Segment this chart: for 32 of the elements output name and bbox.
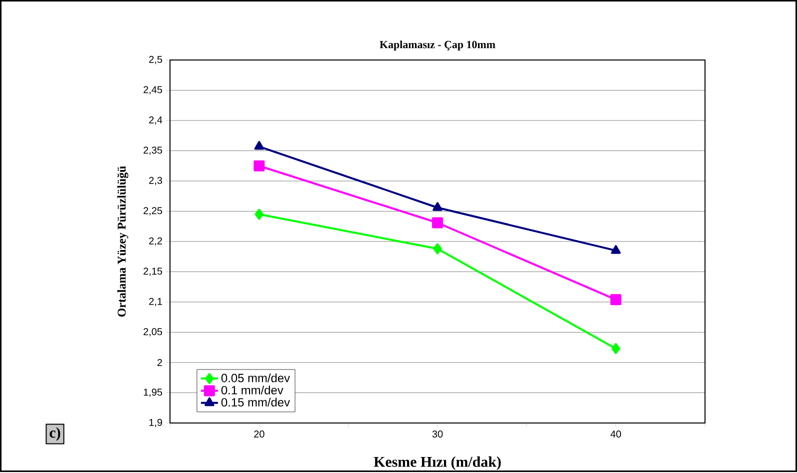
y-tick-label: 2,05 <box>144 328 162 336</box>
chart-title: Kaplamasız - Çap 10mm <box>380 40 496 50</box>
y-tick-label: 2,15 <box>144 267 162 276</box>
point <box>433 243 442 254</box>
y-tick-label: 1,9 <box>149 418 162 427</box>
point <box>432 217 444 228</box>
point <box>254 140 264 150</box>
point <box>610 294 622 305</box>
y-tick-label: 2,3 <box>149 176 162 185</box>
x-tick-label: 20 <box>254 430 264 438</box>
y-axis-title: Ortalama Yüzey Pürüzlülüğü <box>117 166 128 316</box>
y-tick-label: 1,95 <box>144 388 162 397</box>
point <box>611 342 620 354</box>
point <box>254 208 264 220</box>
x-axis-title: Kesme Hızı (m/dak) <box>374 456 501 470</box>
y-tick-label: 2,25 <box>144 206 162 216</box>
point <box>254 160 265 172</box>
x-tick-label: 40 <box>610 430 621 438</box>
y-tick-label: 2 <box>157 358 162 366</box>
y-tick-label: 2,1 <box>149 298 162 306</box>
point <box>432 202 442 211</box>
x-tick-label: 30 <box>432 430 443 438</box>
legend-label: 0.1 mm/dev <box>221 385 284 394</box>
y-tick-label: 2,45 <box>144 86 162 94</box>
point <box>610 244 621 254</box>
y-tick-label: 2,2 <box>149 237 162 246</box>
legend-label: 0.05 mm/dev <box>221 373 290 382</box>
y-tick-label: 2,35 <box>144 146 162 155</box>
legend-label: 0.15 mm/dev <box>221 398 290 406</box>
y-tick-label: 2,4 <box>149 116 162 124</box>
text: c) <box>50 427 60 441</box>
y-tick-label: 2,5 <box>149 56 162 64</box>
